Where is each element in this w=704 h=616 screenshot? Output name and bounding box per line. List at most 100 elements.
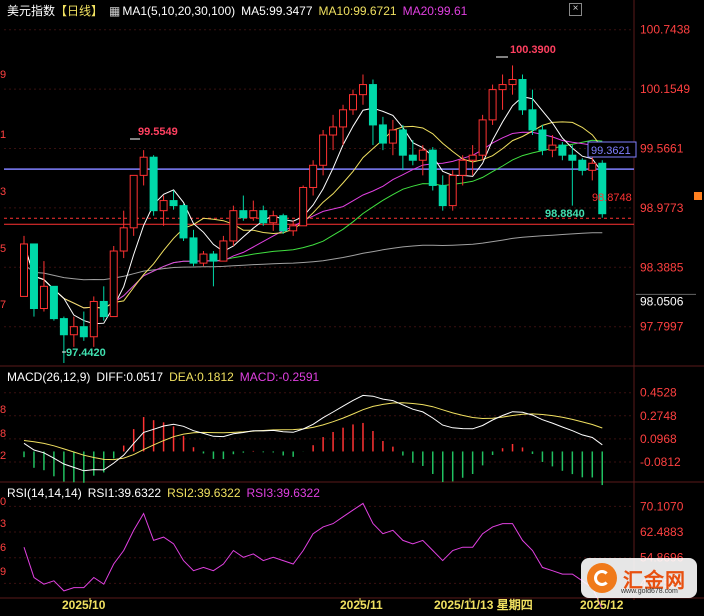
candle-body[interactable] bbox=[179, 205, 188, 239]
candle-body[interactable] bbox=[548, 144, 557, 151]
candle-body[interactable] bbox=[528, 109, 537, 131]
candle-body[interactable] bbox=[538, 129, 547, 151]
left-price-tick: 3 bbox=[0, 186, 6, 198]
rsi-tick-label: 70.1070 bbox=[640, 499, 684, 513]
price-tick-label: 97.7997 bbox=[640, 320, 684, 334]
candle-body[interactable] bbox=[299, 186, 308, 227]
ma-settings-icon[interactable]: ▦ bbox=[109, 4, 121, 18]
candle-body[interactable] bbox=[69, 326, 78, 336]
ma100-line bbox=[23, 232, 603, 281]
candle-body[interactable] bbox=[309, 164, 318, 188]
candle-body[interactable] bbox=[99, 300, 108, 318]
candle-body[interactable] bbox=[428, 149, 437, 186]
candle-body[interactable] bbox=[558, 144, 567, 156]
candle-body[interactable] bbox=[279, 215, 288, 232]
candle-body[interactable] bbox=[358, 84, 367, 96]
ma-indicator-label[interactable]: MA1(5,10,20,30,100) bbox=[122, 4, 236, 18]
rsi2-value: RSI2:39.6322 bbox=[167, 486, 241, 500]
candle-body[interactable] bbox=[209, 253, 218, 262]
candle-body[interactable] bbox=[259, 210, 268, 224]
candle-body[interactable] bbox=[149, 156, 158, 212]
candle-body[interactable] bbox=[458, 159, 467, 176]
candle-body[interactable] bbox=[508, 79, 517, 86]
candle-body[interactable] bbox=[388, 129, 397, 144]
candle-body[interactable] bbox=[79, 326, 88, 338]
logo-text: 汇金网 bbox=[623, 569, 686, 592]
candle-body[interactable] bbox=[29, 243, 38, 310]
price-tick-label: 98.3885 bbox=[640, 260, 684, 274]
macd-diff-line bbox=[23, 394, 603, 472]
candle-body[interactable] bbox=[20, 243, 28, 297]
time-axis-label: 2025/10 bbox=[62, 598, 106, 612]
low-annotation: 97.4420 bbox=[66, 347, 106, 359]
macd-diff-value: DIFF:0.0517 bbox=[96, 370, 164, 384]
candle-body[interactable] bbox=[398, 129, 407, 156]
candle-body[interactable] bbox=[159, 200, 168, 212]
candle-body[interactable] bbox=[418, 149, 427, 161]
instrument-title: 美元指数 bbox=[7, 4, 56, 18]
recent-low-annotation: 98.8840 bbox=[545, 208, 585, 220]
candle-body[interactable] bbox=[219, 240, 228, 262]
candle-body[interactable] bbox=[239, 210, 248, 219]
left-rsi-tick: 3 bbox=[0, 518, 6, 530]
candle-body[interactable] bbox=[498, 84, 507, 91]
candle-body[interactable] bbox=[339, 109, 348, 128]
candle-body[interactable] bbox=[448, 174, 457, 207]
candle-body[interactable] bbox=[598, 162, 607, 215]
candle-body[interactable] bbox=[269, 215, 278, 224]
ma20-value: MA20:99.61 bbox=[402, 4, 468, 18]
gold678-logo: 汇金网 www.gold678.com bbox=[581, 558, 697, 598]
candle-body[interactable] bbox=[229, 210, 238, 242]
candle-body[interactable] bbox=[189, 237, 198, 264]
rsi3-value: RSI3:39.6322 bbox=[246, 486, 320, 500]
candle-body[interactable] bbox=[588, 162, 597, 171]
macd-dea-line bbox=[23, 402, 603, 461]
ma20-line bbox=[23, 131, 603, 309]
price-header: 美元指数【日线】 ▦ MA1(5,10,20,30,100) MA5:99.3477 M… bbox=[7, 2, 473, 20]
time-axis-label: 2025/12 bbox=[580, 598, 624, 612]
time-axis-label: 2025/11 bbox=[340, 598, 383, 612]
current-price-label: 99.3621 bbox=[591, 145, 631, 157]
candle-body[interactable] bbox=[478, 119, 487, 156]
left-rsi-tick: 9 bbox=[0, 566, 6, 578]
left-price-tick: 5 bbox=[0, 243, 6, 255]
candle-body[interactable] bbox=[408, 154, 417, 161]
candle-body[interactable] bbox=[139, 156, 148, 176]
left-high-annotation: 99.5549 bbox=[138, 126, 178, 138]
candle-body[interactable] bbox=[59, 318, 68, 336]
left-price-tick: 9 bbox=[0, 69, 6, 81]
candle-body[interactable] bbox=[169, 200, 178, 207]
candle-body[interactable] bbox=[249, 210, 258, 219]
macd-tick-label: 0.2748 bbox=[640, 409, 677, 423]
candle-body[interactable] bbox=[119, 227, 128, 252]
macd-label[interactable]: MACD(26,12,9) bbox=[7, 370, 91, 384]
price-tick-label: 98.9773 bbox=[640, 201, 684, 215]
last-price-label: 98.8748 bbox=[592, 192, 632, 204]
rsi-label[interactable]: RSI(14,14,14) bbox=[7, 486, 82, 500]
period-label[interactable]: 【日线】 bbox=[55, 4, 104, 18]
candle-body[interactable] bbox=[319, 134, 328, 166]
candle-body[interactable] bbox=[488, 89, 497, 121]
candle-body[interactable] bbox=[39, 285, 48, 310]
macd-tick-label: 0.0968 bbox=[640, 432, 677, 446]
candle-body[interactable] bbox=[378, 124, 387, 144]
price-tick-label: 100.1549 bbox=[640, 82, 690, 96]
candle-body[interactable] bbox=[349, 94, 358, 111]
candle-body[interactable] bbox=[368, 84, 377, 126]
candle-body[interactable] bbox=[568, 154, 577, 161]
candle-body[interactable] bbox=[329, 126, 338, 136]
close-panel-icon[interactable]: × bbox=[569, 3, 582, 16]
logo-url: www.gold678.com bbox=[621, 588, 678, 595]
candle-body[interactable] bbox=[49, 285, 58, 320]
rsi-line bbox=[23, 502, 603, 610]
candle-body[interactable] bbox=[89, 300, 98, 338]
candle-body[interactable] bbox=[578, 159, 587, 171]
candle-body[interactable] bbox=[289, 225, 298, 232]
candle-body[interactable] bbox=[129, 174, 138, 229]
candle-body[interactable] bbox=[109, 250, 118, 318]
candle-body[interactable] bbox=[468, 154, 477, 161]
candle-body[interactable] bbox=[438, 184, 447, 207]
candle-body[interactable] bbox=[518, 79, 527, 111]
candle-body[interactable] bbox=[199, 253, 208, 264]
